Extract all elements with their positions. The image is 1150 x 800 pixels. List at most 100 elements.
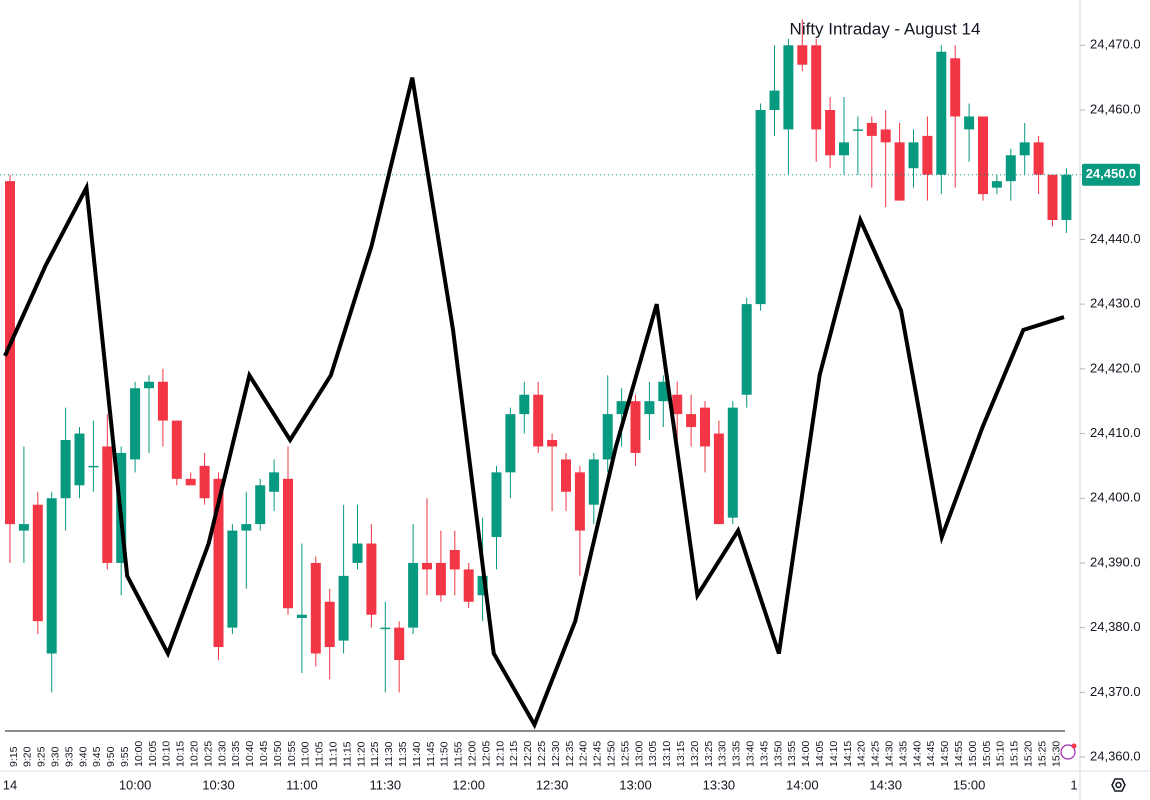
x-tick-label: 13:20 <box>689 741 701 767</box>
candle-body <box>561 459 571 492</box>
x-tick-label: 9:15 <box>8 746 20 767</box>
y-tick-label: 24,360.0 <box>1090 748 1141 763</box>
candle-body <box>380 627 391 630</box>
candle-body <box>130 388 141 460</box>
x-tick-label: 15:20 <box>1022 741 1034 767</box>
x-tick-label: 9:50 <box>105 746 117 767</box>
candle-body <box>825 110 836 156</box>
candle-body <box>1047 174 1058 220</box>
candle-body <box>1005 155 1016 182</box>
candle-body <box>394 627 405 660</box>
x-tick-label: 11:25 <box>369 741 381 767</box>
x-tick-label: 13:45 <box>758 741 770 767</box>
x-tick-label: 10:40 <box>244 741 256 767</box>
chart-title: Nifty Intraday - August 14 <box>790 19 981 38</box>
x-tick-label: 10:30 <box>216 741 228 767</box>
candle-body <box>672 394 683 415</box>
x-tick-label: 12:15 <box>508 741 520 767</box>
candle-body <box>519 394 530 415</box>
x-tick-label: 12:00 <box>466 741 478 767</box>
x-tick-label: 12:20 <box>522 741 534 767</box>
candle-body <box>964 116 975 130</box>
candle-body <box>644 401 655 415</box>
candle-body <box>741 304 752 395</box>
y-tick-label: 24,380.0 <box>1090 619 1141 634</box>
plot: 24,360.0 24,370.0 24,380.0 24,390.0 24,400.0… <box>0 19 1141 792</box>
candle-body <box>213 478 224 648</box>
candle-body <box>491 472 502 538</box>
time-label: 13:30 <box>703 777 736 792</box>
candle-body <box>547 440 558 447</box>
x-tick-label: 15:05 <box>981 741 993 767</box>
x-tick-label: 13:50 <box>772 741 784 767</box>
x-tick-label: 11:30 <box>383 741 395 767</box>
time-label: 10:30 <box>202 777 235 792</box>
x-tick-label: 14:20 <box>856 741 868 767</box>
x-tick-label: 15:30 <box>1050 741 1062 767</box>
x-tick-label: 12:45 <box>592 741 604 767</box>
x-tick-label: 10:15 <box>175 741 187 767</box>
settings-icon[interactable] <box>1111 778 1126 792</box>
last-price-box <box>1082 163 1140 186</box>
x-tick-label: 15:00 <box>967 741 979 767</box>
candle-body <box>102 446 113 563</box>
x-tick-label: 11:45 <box>425 741 437 767</box>
candle-body <box>435 562 446 596</box>
x-tick-label: 13:05 <box>647 741 659 767</box>
candle-body <box>227 530 238 628</box>
candle-body <box>505 414 516 473</box>
time-label: 14 <box>3 777 17 792</box>
candle-body <box>144 381 154 389</box>
candle-body <box>769 90 780 110</box>
x-tick-label: 11:55 <box>453 741 465 767</box>
y-tick-label: 24,440.0 <box>1090 231 1141 246</box>
time-label: 15:00 <box>953 777 986 792</box>
x-tick-label: 14:15 <box>842 741 854 767</box>
candle-body <box>616 401 627 415</box>
candle-body <box>727 407 738 518</box>
y-tick-label: 24,430.0 <box>1090 296 1141 311</box>
last-price-label: 24,450.0 <box>1086 166 1137 181</box>
x-tick-label: 10:00 <box>133 741 145 767</box>
x-tick-label: 10:25 <box>202 741 214 767</box>
x-tick-label: 11:50 <box>439 741 451 767</box>
candle-body <box>700 407 710 447</box>
x-tick-label: 9:40 <box>77 746 89 767</box>
x-tick-label: 10:50 <box>272 741 284 767</box>
time-label: 11:00 <box>286 777 318 792</box>
x-tick-label: 12:05 <box>480 741 492 767</box>
x-tick-label: 11:35 <box>397 741 409 767</box>
x-tick-label: 10:05 <box>147 741 159 767</box>
y-tick-label: 24,470.0 <box>1090 37 1141 52</box>
x-tick-label: 12:40 <box>578 741 590 767</box>
x-tick-label: 12:30 <box>550 741 562 767</box>
x-tick-label: 13:35 <box>731 741 743 767</box>
candle-body <box>936 51 947 175</box>
candle-body <box>296 614 307 618</box>
x-tick-label: 14:05 <box>814 741 826 767</box>
time-label: 1 <box>1070 777 1077 792</box>
candle-body <box>880 129 891 143</box>
x-tick-label: 9:35 <box>63 746 75 767</box>
x-tick-label: 13:15 <box>675 741 687 767</box>
candle-body <box>602 414 613 460</box>
x-tick-label: 11:00 <box>300 741 312 767</box>
x-tick-label: 14:55 <box>953 741 965 767</box>
candle-body <box>408 562 419 628</box>
x-tick-label: 12:55 <box>619 741 631 767</box>
x-tick-label: 10:35 <box>230 741 242 767</box>
time-label: 10:00 <box>119 777 152 792</box>
candle-body <box>171 420 182 479</box>
x-tick-label: 11:05 <box>314 741 326 767</box>
indicator-icon[interactable] <box>1060 743 1077 760</box>
y-tick-label: 24,410.0 <box>1090 425 1141 440</box>
x-tick-label: 13:30 <box>717 741 729 767</box>
candle-body <box>630 401 641 453</box>
x-tick-label: 15:15 <box>1009 741 1021 767</box>
candle-body <box>1061 174 1072 220</box>
candle-body <box>324 601 335 648</box>
x-tick-label: 10:20 <box>188 741 200 767</box>
candle-body <box>199 465 210 499</box>
